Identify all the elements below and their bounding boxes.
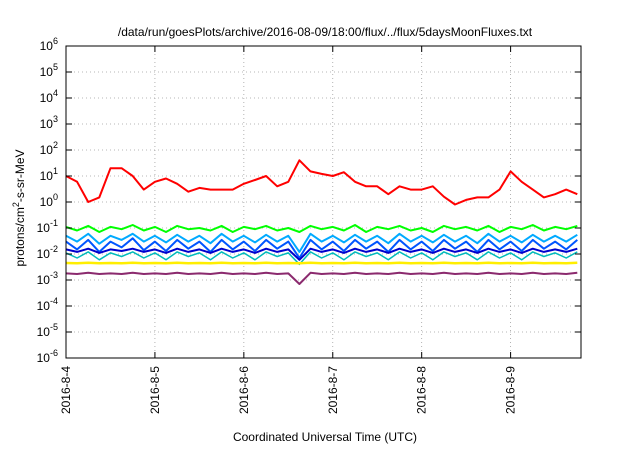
y-tick-label-exponent: 6 (53, 36, 58, 46)
y-tick-label: 10-2 (37, 244, 58, 261)
y-tick-label-exponent: 2 (53, 140, 58, 150)
y-tick-label: 10-5 (37, 322, 58, 339)
y-tick-label-mantissa: 10 (37, 299, 51, 313)
y-tick-label: 10-3 (37, 270, 58, 287)
y-tick-label-mantissa: 10 (40, 195, 54, 209)
y-tick-label-mantissa: 10 (40, 143, 54, 157)
y-tick-label-exponent: 3 (53, 114, 58, 124)
y-tick-label-exponent: -3 (50, 270, 58, 280)
y-axis-label-superscript: 2 (11, 202, 21, 207)
y-tick-label-mantissa: 10 (40, 169, 54, 183)
x-tick-label: 2016-8-5 (148, 366, 162, 414)
y-tick-label-exponent: -4 (50, 296, 58, 306)
y-tick-label-exponent: -6 (50, 348, 58, 358)
y-tick-label: 10-1 (37, 218, 58, 235)
series-line-3 (65, 232, 578, 253)
y-tick-label-exponent: 1 (53, 166, 58, 176)
y-tick-label-exponent: -5 (50, 322, 58, 332)
grid (66, 46, 581, 358)
y-axis-label-suffix: -s-sr-MeV (13, 149, 27, 202)
series-line-7 (65, 261, 578, 265)
series-line-2 (65, 224, 578, 233)
y-tick-label: 10-6 (37, 348, 58, 365)
y-tick-label-mantissa: 10 (37, 247, 51, 261)
y-tick-label-mantissa: 10 (40, 91, 54, 105)
y-tick-label: 100 (40, 192, 58, 209)
y-tick-label-mantissa: 10 (37, 351, 51, 365)
y-tick-label: 106 (40, 36, 58, 53)
series-line-8 (65, 271, 578, 285)
x-tick-label: 2016-8-4 (59, 366, 73, 414)
y-tick-label-mantissa: 10 (37, 221, 51, 235)
y-tick-label-mantissa: 10 (40, 39, 54, 53)
y-tick-label-mantissa: 10 (37, 325, 51, 339)
y-tick-label-exponent: -2 (50, 244, 58, 254)
series-line-4 (65, 237, 578, 259)
plot-frame (65, 45, 582, 359)
y-axis-label: protons/cm2-s-sr-MeV (11, 149, 27, 266)
y-tick-label: 105 (40, 62, 58, 79)
series-line-6 (65, 251, 578, 266)
y-tick-label-exponent: 4 (53, 88, 58, 98)
y-tick-label: 102 (40, 140, 58, 157)
axes (65, 45, 582, 359)
y-tick-label-exponent: 0 (53, 192, 58, 202)
x-tick-label: 2016-8-6 (237, 366, 251, 414)
chart-title: /data/run/goesPlots/archive/2016-08-09/1… (118, 25, 533, 39)
y-tick-labels: 10-610-510-410-310-210-11001011021031041… (37, 36, 58, 365)
y-tick-label: 10-4 (37, 296, 58, 313)
x-tick-labels: 2016-8-4 2016-8-5 2016-8-6 2016-8-7 2016-8-8… (59, 366, 518, 414)
y-axis-label-prefix: protons/cm (13, 207, 27, 266)
series-line-1 (65, 159, 578, 206)
y-tick-label-mantissa: 10 (40, 117, 54, 131)
y-tick-label-exponent: 5 (53, 62, 58, 72)
y-tick-label: 101 (40, 166, 58, 183)
y-tick-label-mantissa: 10 (40, 65, 54, 79)
x-tick-label: 2016-8-8 (415, 366, 429, 414)
x-axis-label: Coordinated Universal Time (UTC) (233, 430, 417, 444)
y-tick-label: 103 (40, 114, 58, 131)
x-tick-label: 2016-8-9 (504, 366, 518, 414)
y-tick-label-exponent: -1 (50, 218, 58, 228)
x-tick-label: 2016-8-7 (326, 366, 340, 414)
series-layer (65, 159, 578, 285)
y-tick-label: 104 (40, 88, 58, 105)
series-line-5 (65, 247, 578, 261)
y-tick-label-mantissa: 10 (37, 273, 51, 287)
